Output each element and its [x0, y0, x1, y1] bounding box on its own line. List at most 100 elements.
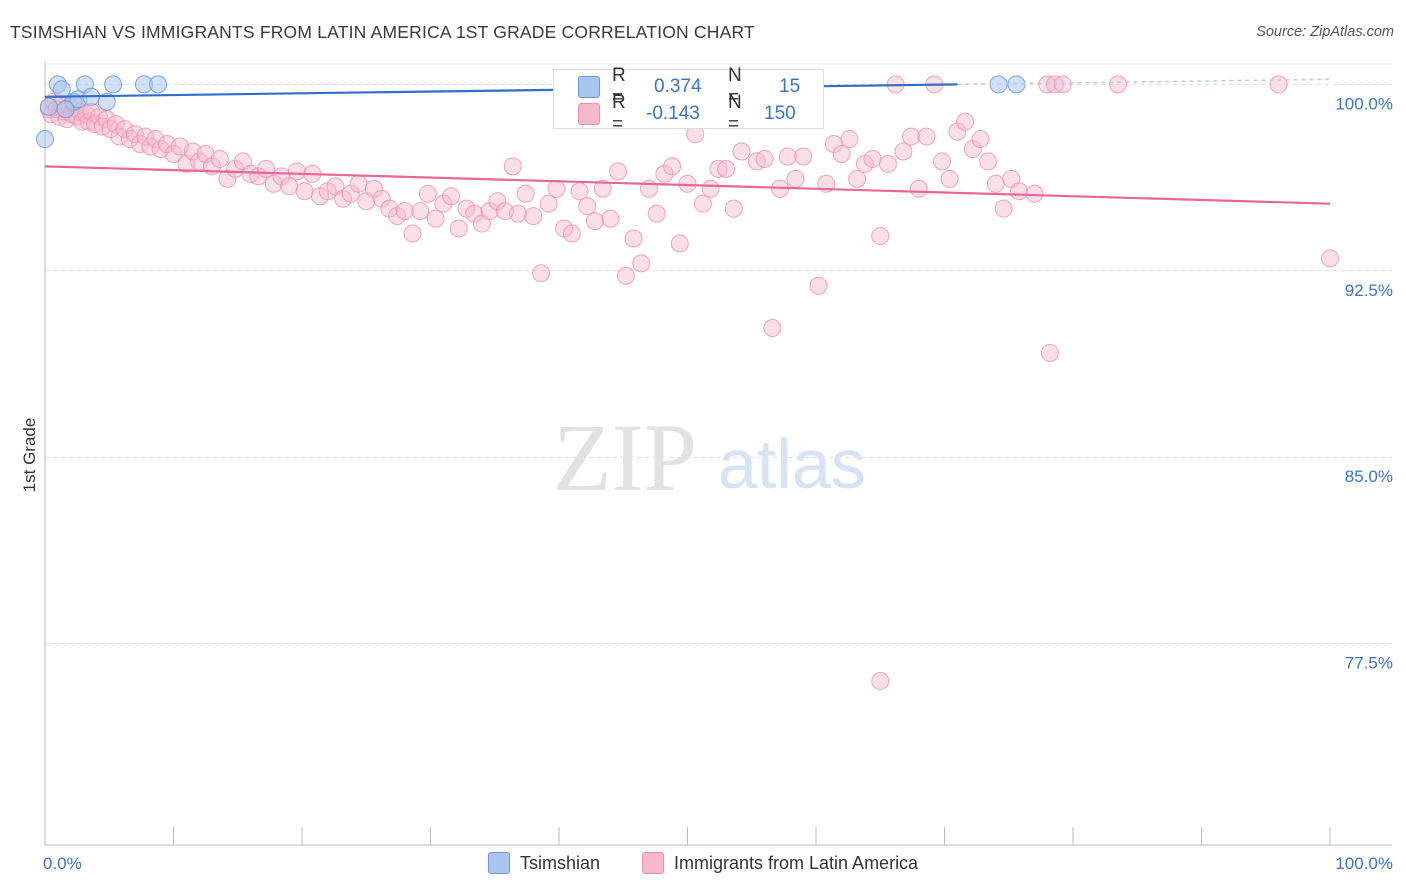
latin-point [940, 169, 959, 188]
tsimshian-r-value: 0.374 [654, 76, 702, 97]
tsimshian-point [1007, 75, 1026, 94]
stats-legend: R = 0.374 N = 15 R = -0.143 N = 150 [553, 65, 824, 135]
latin-point [442, 187, 461, 206]
latin-point [562, 224, 581, 243]
tsimshian-point [52, 80, 71, 99]
y-tick-label: 100.0% [1335, 94, 1393, 113]
latin-point [655, 164, 674, 183]
axis-layer: 77.5% 85.0% 92.5% 100.0% 0.0% 100.0% [43, 62, 1393, 873]
latin-point [1269, 75, 1288, 94]
latin-point [1108, 75, 1127, 94]
latin-point [701, 179, 720, 198]
latin-point [532, 264, 551, 283]
tsimshian-trend-extension [957, 78, 1331, 86]
legend-swatch-tsimshian [488, 852, 510, 874]
latin-point [971, 130, 990, 149]
latin-point [539, 194, 558, 213]
latin-point [755, 149, 774, 168]
legend-swatch-latin [642, 852, 664, 874]
latin-point [547, 179, 566, 198]
latin-point [948, 122, 967, 141]
latin-point [125, 125, 144, 144]
latin-point [218, 169, 237, 188]
latin-point [609, 162, 628, 181]
latin-point [524, 207, 543, 226]
latin-point [670, 234, 689, 253]
latin-point [578, 197, 597, 216]
latin-point [120, 130, 139, 149]
latin-point [280, 177, 299, 196]
latin-point [349, 174, 368, 193]
latin-point [871, 227, 890, 245]
latin-point [632, 254, 651, 273]
watermark-atlas: atlas [718, 425, 866, 503]
latin-point [449, 219, 468, 238]
latin-point [794, 147, 813, 166]
latin-point [778, 147, 797, 166]
latin-point [1053, 75, 1072, 94]
latin-series [39, 75, 1339, 690]
latin-point [593, 179, 612, 198]
y-tick-label: 77.5% [1345, 654, 1393, 673]
latin-point [786, 169, 805, 188]
latin-point [426, 209, 445, 228]
latin-point [585, 212, 604, 231]
latin-point [101, 120, 120, 139]
latin-point [395, 202, 414, 221]
x-tick-label: 0.0% [43, 854, 82, 873]
tsimshian-n-value: 15 [779, 76, 801, 97]
latin-point [1040, 343, 1059, 362]
latin-point [624, 229, 643, 248]
latin-point [616, 266, 635, 285]
latin-point [295, 182, 314, 201]
latin-point [287, 162, 306, 181]
latin-point [115, 120, 134, 139]
latin-point [871, 671, 890, 690]
legend-label-latin: Immigrants from Latin America [674, 852, 919, 873]
latin-point [418, 184, 437, 203]
latin-point [601, 209, 620, 228]
latin-point [809, 276, 828, 295]
latin-point [647, 204, 666, 223]
latin-point [257, 159, 276, 178]
latin-point [210, 149, 229, 168]
tsimshian-point [36, 130, 54, 149]
latin-point [503, 157, 522, 176]
latin-point [164, 144, 183, 163]
latin-point [264, 174, 283, 193]
n-label: N = [728, 92, 742, 135]
latin-point [1046, 75, 1065, 94]
latin-point [480, 202, 499, 221]
latin-point [1025, 184, 1044, 203]
latin-point [732, 142, 751, 161]
latin-point [863, 149, 882, 168]
r-label: R = [612, 92, 626, 135]
latin-r-value: -0.143 [646, 103, 700, 124]
latin-point [878, 154, 897, 173]
latin-point [848, 169, 867, 188]
y-tick-label: 85.0% [1345, 467, 1393, 486]
latin-point [516, 184, 535, 203]
latin-point [840, 130, 859, 149]
legend-label-tsimshian: Tsimshian [520, 852, 601, 873]
source-label: Source: ZipAtlas.com [1256, 24, 1394, 40]
legend-item-latin[interactable]: Immigrants from Latin America [642, 852, 918, 874]
latin-point [136, 127, 155, 146]
latin-point [986, 174, 1005, 193]
latin-point [364, 179, 383, 198]
latin-point [1038, 75, 1057, 94]
latin-point [380, 199, 399, 218]
latin-swatch [578, 103, 600, 125]
latin-point [1010, 182, 1029, 201]
watermark-zip: ZIP [553, 404, 697, 511]
latin-point [403, 224, 422, 243]
tsimshian-point [104, 75, 123, 94]
tsimshian-swatch [578, 76, 600, 98]
latin-point [932, 152, 951, 171]
latin-point [341, 184, 360, 203]
latin-point [372, 189, 391, 208]
legend-item-tsimshian[interactable]: Tsimshian [488, 852, 600, 874]
latin-point [709, 159, 728, 178]
latin-point [994, 199, 1013, 218]
